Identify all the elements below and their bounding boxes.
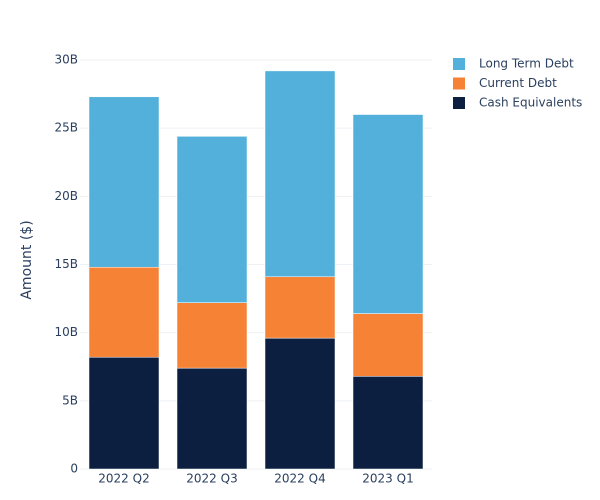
x-tick-label: 2023 Q1 [362,472,413,486]
legend-label: Current Debt [479,76,557,90]
x-tick-label: 2022 Q2 [98,472,149,486]
legend-label: Cash Equivalents [479,96,582,110]
bar-segment [88,356,160,470]
bar-segment [264,70,336,278]
bar-segment [352,313,424,377]
y-tick-label: 0 [70,462,78,476]
x-tick-label: 2022 Q4 [274,472,325,486]
bar-segment [88,96,160,268]
bar-segment [352,376,424,470]
legend-swatch [453,58,465,70]
bar-segment [176,367,248,470]
y-tick-label: 15B [54,257,78,271]
bar-segment [176,302,248,369]
y-tick-label: 20B [54,189,78,203]
bar-segment [176,136,248,303]
y-tick-label: 25B [54,121,78,135]
y-tick-label: 30B [54,53,78,67]
bar-segment [352,114,424,314]
y-axis-title: Amount ($) [19,220,35,299]
x-tick-label: 2022 Q3 [186,472,237,486]
bar-segment [264,276,336,339]
y-tick-label: 5B [62,393,78,407]
legend-swatch [453,77,465,90]
bar-segment [264,337,336,470]
legend-swatch [453,97,465,109]
bar-segment [88,266,160,358]
legend-label: Long Term Debt [479,57,574,71]
y-tick-label: 10B [54,325,78,339]
